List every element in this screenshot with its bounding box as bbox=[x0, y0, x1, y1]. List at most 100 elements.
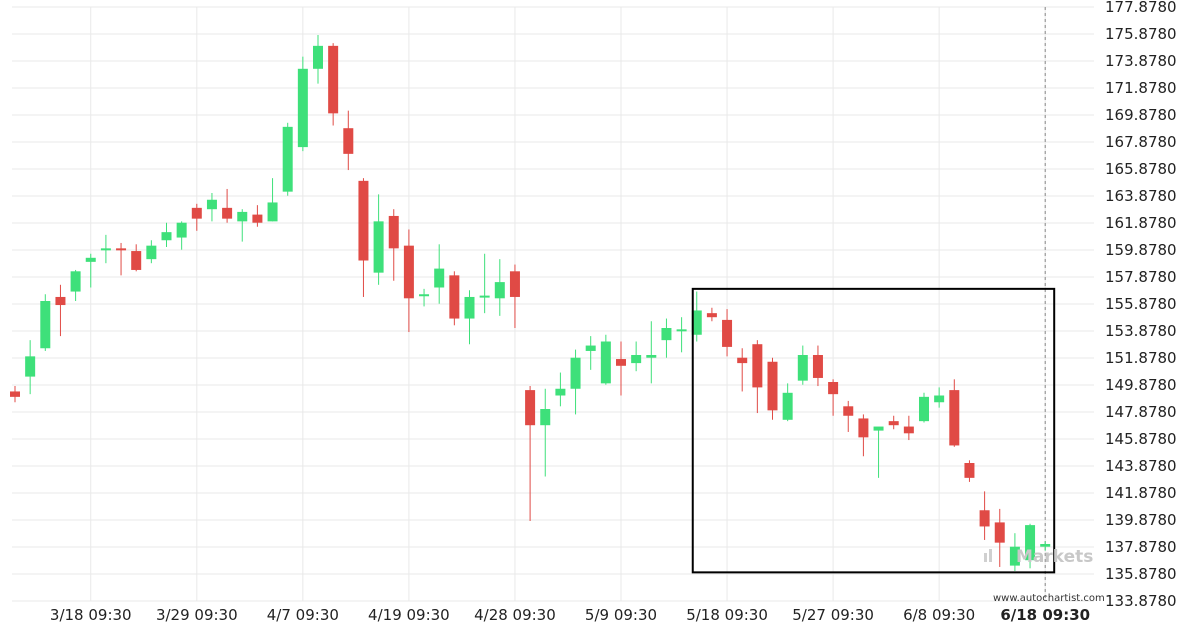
candle bbox=[843, 400, 854, 432]
x-tick-label: 4/7 09:30 bbox=[267, 606, 339, 624]
candle bbox=[328, 43, 339, 126]
y-tick-label: 145.8780 bbox=[1105, 430, 1177, 448]
candle-body bbox=[782, 392, 793, 420]
y-tick-label: 177.8780 bbox=[1105, 0, 1177, 16]
candle-body bbox=[40, 301, 51, 349]
y-tick-label: 133.8780 bbox=[1105, 592, 1177, 610]
candle bbox=[419, 288, 430, 307]
candle-body bbox=[25, 356, 36, 377]
candle-body bbox=[494, 282, 505, 299]
candle-body bbox=[812, 355, 823, 378]
candle bbox=[873, 426, 884, 478]
y-tick-label: 171.8780 bbox=[1105, 79, 1177, 97]
x-tick-label: 6/8 09:30 bbox=[903, 606, 975, 624]
candle bbox=[479, 253, 490, 314]
candle bbox=[222, 188, 233, 223]
y-tick-label: 141.8780 bbox=[1105, 484, 1177, 502]
candle-body bbox=[858, 418, 869, 438]
watermark-logo: Markets bbox=[984, 547, 1093, 567]
y-tick-label: 175.8780 bbox=[1105, 25, 1177, 43]
candle-body bbox=[1009, 546, 1020, 566]
candle-body bbox=[373, 221, 384, 273]
candle bbox=[116, 242, 127, 276]
candle-body bbox=[570, 357, 581, 389]
candle bbox=[282, 122, 293, 196]
y-tick-label: 157.8780 bbox=[1105, 268, 1177, 286]
candle-body bbox=[282, 126, 293, 192]
candle bbox=[812, 345, 823, 387]
candle bbox=[540, 388, 551, 477]
candle bbox=[722, 309, 733, 357]
candle bbox=[146, 240, 157, 264]
candle bbox=[616, 341, 626, 396]
x-tick-label: 5/9 09:30 bbox=[585, 606, 657, 624]
candle bbox=[631, 341, 642, 372]
gridlines bbox=[12, 6, 1094, 602]
candle-body bbox=[313, 45, 323, 69]
candle-body bbox=[797, 355, 808, 381]
candle bbox=[1025, 523, 1036, 569]
candle bbox=[919, 392, 929, 423]
y-tick-label: 173.8780 bbox=[1105, 52, 1177, 70]
candle bbox=[934, 387, 945, 408]
candle-body bbox=[161, 232, 172, 241]
candle-body bbox=[525, 390, 536, 426]
y-tick-label: 149.8780 bbox=[1105, 376, 1177, 394]
candle-body bbox=[631, 355, 642, 364]
candle bbox=[570, 349, 581, 415]
candle bbox=[494, 259, 505, 316]
candle-body bbox=[131, 251, 142, 270]
candle-body bbox=[403, 245, 414, 299]
candle bbox=[752, 340, 763, 414]
candle-body bbox=[206, 199, 217, 210]
candle bbox=[343, 110, 354, 171]
y-tick-label: 143.8780 bbox=[1105, 457, 1177, 475]
candle bbox=[782, 383, 793, 422]
candle-body bbox=[646, 355, 657, 358]
candle-body bbox=[434, 268, 445, 288]
candle-body bbox=[358, 180, 369, 261]
candle bbox=[994, 508, 1005, 567]
y-tick-label: 163.8780 bbox=[1105, 187, 1177, 205]
y-tick-label: 169.8780 bbox=[1105, 106, 1177, 124]
candle-body bbox=[585, 345, 596, 351]
candle bbox=[1009, 533, 1020, 572]
candle-body bbox=[919, 396, 929, 422]
candle-body bbox=[964, 463, 975, 478]
candle bbox=[358, 178, 369, 297]
candle-body bbox=[419, 294, 430, 297]
candle bbox=[85, 253, 96, 288]
candle bbox=[70, 269, 81, 302]
source-credit: www.autochartist.com bbox=[993, 593, 1105, 604]
candle bbox=[706, 307, 717, 322]
candle-body bbox=[843, 406, 854, 416]
candle-body bbox=[222, 207, 233, 219]
candle bbox=[509, 264, 520, 329]
candle-body bbox=[252, 214, 263, 223]
candle bbox=[737, 348, 748, 392]
candle bbox=[858, 414, 869, 457]
pattern-box bbox=[691, 287, 1056, 574]
candle-body bbox=[706, 313, 717, 318]
x-tick-label: 4/19 09:30 bbox=[368, 606, 450, 624]
candle-body bbox=[70, 271, 81, 292]
y-tick-label: 147.8780 bbox=[1105, 403, 1177, 421]
overlay-layer: Markets www.autochartist.com bbox=[984, 547, 1105, 604]
candle bbox=[100, 234, 111, 264]
candle-body bbox=[116, 248, 127, 251]
y-tick-label: 155.8780 bbox=[1105, 295, 1177, 313]
candle-body bbox=[297, 68, 308, 148]
candle bbox=[464, 290, 475, 345]
y-tick-label: 161.8780 bbox=[1105, 214, 1177, 232]
y-tick-label: 165.8780 bbox=[1105, 160, 1177, 178]
candle bbox=[797, 345, 808, 385]
candle-body bbox=[1025, 525, 1036, 561]
candle bbox=[373, 194, 384, 285]
candle bbox=[979, 491, 990, 540]
y-axis-labels: 177.8780 175.8780 173.8780 171.8780 169.8780… bbox=[1105, 0, 1177, 610]
candle bbox=[767, 357, 778, 420]
candle bbox=[828, 379, 839, 416]
candle bbox=[25, 340, 36, 395]
candle bbox=[661, 318, 672, 358]
candle-body bbox=[752, 344, 763, 388]
